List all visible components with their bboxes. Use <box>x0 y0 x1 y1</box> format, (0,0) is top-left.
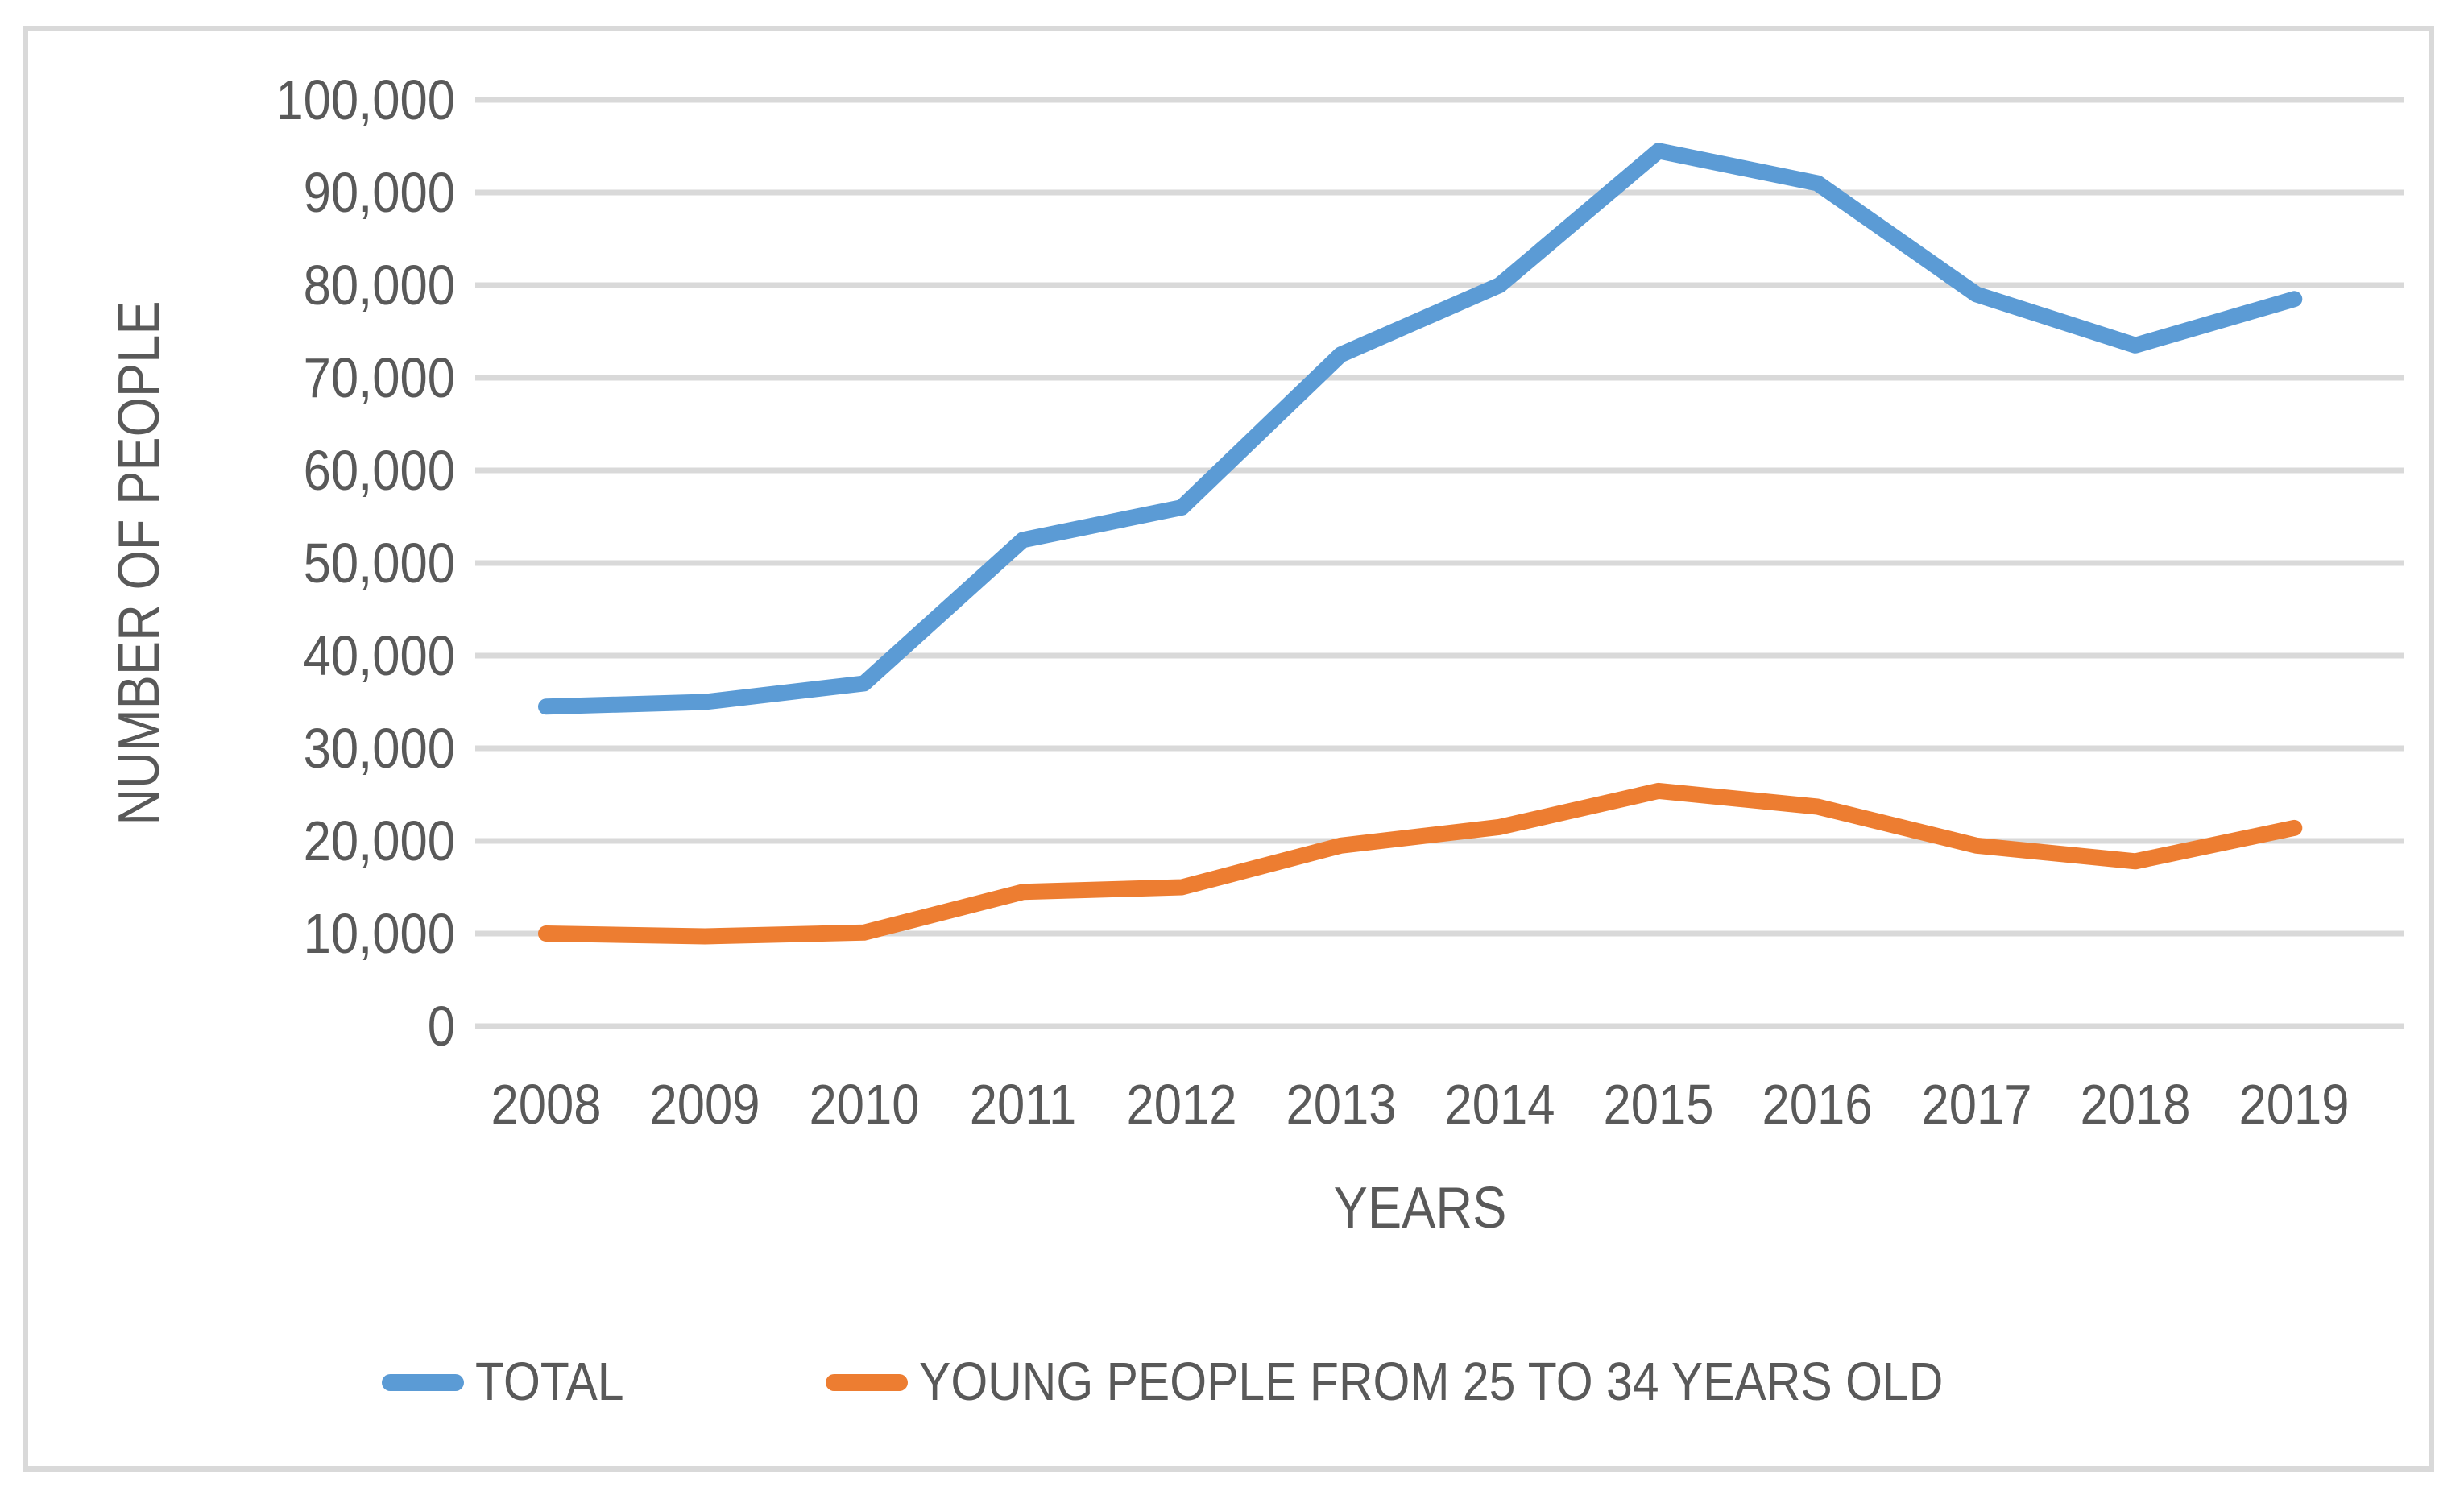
y-tick-label: 30,000 <box>303 717 455 780</box>
y-tick-label: 20,000 <box>303 810 455 872</box>
legend-label-young-people: YOUNG PEOPLE FROM 25 TO 34 YEARS OLD <box>918 1352 1943 1412</box>
x-tick-label: 2012 <box>1126 1073 1237 1136</box>
x-tick-label: 2010 <box>809 1073 920 1136</box>
y-tick-label: 80,000 <box>303 254 455 317</box>
chart-legend: TOTAL YOUNG PEOPLE FROM 25 TO 34 YEARS O… <box>0 1350 2464 1414</box>
y-tick-label: 10,000 <box>303 902 455 965</box>
x-tick-label: 2011 <box>969 1073 1077 1136</box>
y-tick-label: 100,000 <box>275 68 455 131</box>
x-tick-label: 2013 <box>1285 1073 1397 1136</box>
y-tick-label: 60,000 <box>303 439 455 502</box>
x-tick-label: 2008 <box>491 1073 602 1136</box>
y-tick-label: 50,000 <box>303 532 455 594</box>
y-tick-label: 70,000 <box>303 346 455 409</box>
legend-item-young-people: YOUNG PEOPLE FROM 25 TO 34 YEARS OLD <box>825 1350 2083 1414</box>
series-line-young-people <box>538 782 2303 945</box>
x-axis-title: YEARS <box>1333 1176 1507 1240</box>
x-tick-label: 2017 <box>1921 1073 2032 1136</box>
x-tick-label: 2009 <box>649 1073 760 1136</box>
x-tick-label: 2019 <box>2238 1073 2350 1136</box>
series-line-total <box>538 143 2303 715</box>
legend-item-total: TOTAL <box>381 1350 644 1414</box>
total-series-marker-icon <box>381 1373 464 1391</box>
y-tick-label: 40,000 <box>303 624 455 687</box>
y-tick-label: 90,000 <box>303 161 455 224</box>
x-tick-label: 2014 <box>1444 1073 1555 1136</box>
y-axis-title-text: NUMBER OF PEOPLE <box>107 300 172 826</box>
x-tick-label: 2018 <box>2080 1073 2191 1136</box>
y-tick-label: 0 <box>427 995 455 1058</box>
legend-label-total: TOTAL <box>474 1352 624 1412</box>
x-tick-label: 2016 <box>1762 1073 1873 1136</box>
x-tick-label: 2015 <box>1603 1073 1714 1136</box>
young-people-series-marker-icon <box>825 1373 908 1391</box>
